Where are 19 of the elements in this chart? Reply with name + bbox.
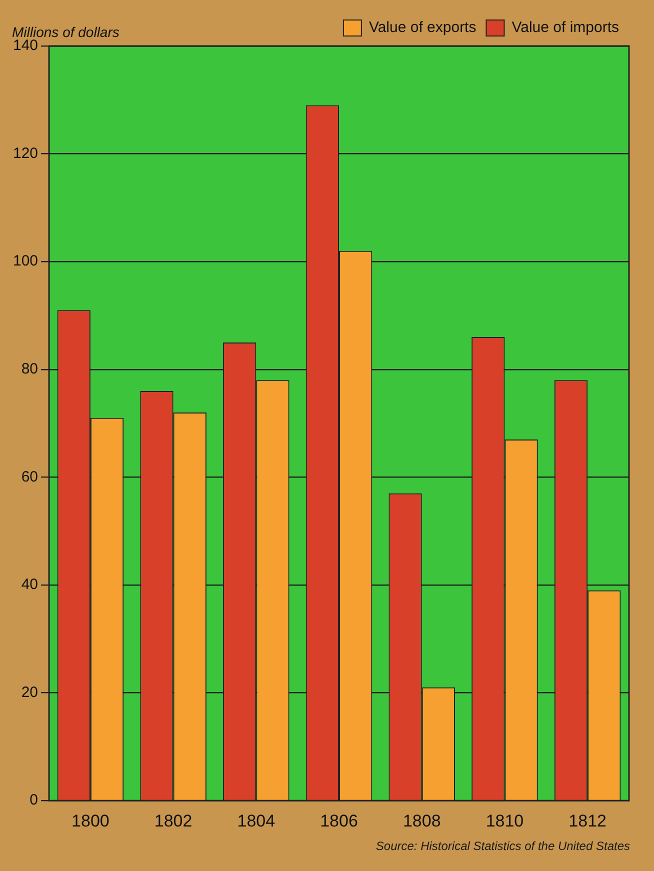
- y-tick-label: 120: [12, 144, 38, 162]
- x-tick-label: 1802: [154, 811, 192, 830]
- y-tick-label: 80: [21, 360, 38, 378]
- y-tick-label: 20: [21, 684, 38, 701]
- x-tick-label: 1806: [320, 811, 358, 830]
- y-tick-label: 60: [21, 468, 38, 486]
- source-note: Source: Historical Statistics of the United States: [374, 839, 630, 853]
- y-tick-label: 140: [12, 37, 38, 54]
- x-tick-label: 1800: [72, 811, 110, 830]
- x-tick-label: 1804: [237, 811, 276, 830]
- y-tick-label: 100: [12, 252, 38, 270]
- x-tick-label: 1808: [402, 811, 441, 830]
- x-tick-label: 1812: [568, 811, 606, 830]
- y-axis-title: Millions of dollars: [12, 24, 120, 40]
- legend-label: Value of exports: [368, 19, 476, 36]
- y-tick-label: 40: [21, 576, 38, 594]
- legend-label: Value of imports: [512, 19, 620, 36]
- x-tick-label: 1810: [486, 811, 524, 830]
- y-tick-label: 0: [30, 792, 38, 809]
